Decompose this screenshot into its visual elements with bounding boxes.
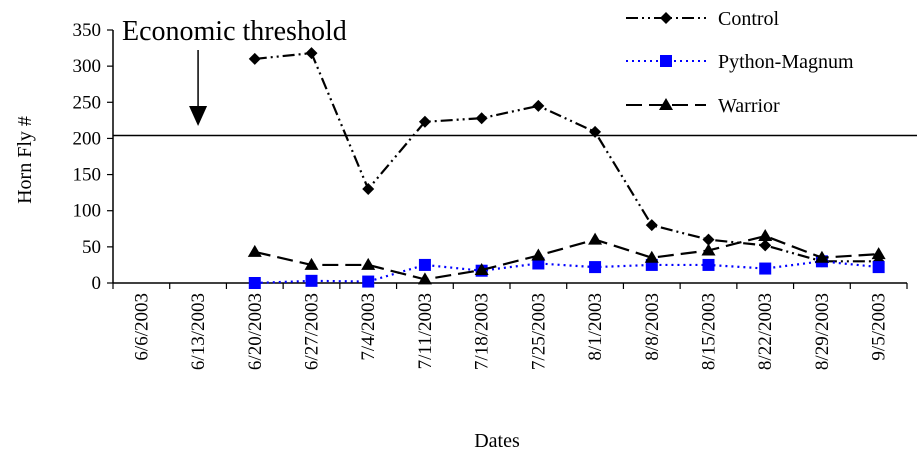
x-tick-label: 8/22/2003 — [755, 293, 776, 370]
x-tick-label: 6/6/2003 — [131, 293, 152, 361]
y-tick-label: 50 — [82, 237, 101, 258]
x-tick-label: 8/29/2003 — [812, 293, 833, 370]
data-point-control — [645, 219, 658, 232]
data-point-warrior — [247, 244, 262, 257]
legend-marker — [660, 55, 672, 67]
data-point-warrior — [758, 229, 773, 242]
y-tick-label: 0 — [92, 273, 102, 294]
data-point-control — [475, 112, 488, 125]
legend-label: Control — [718, 8, 780, 30]
economic-threshold: Economic threshold — [113, 16, 917, 137]
y-tick-label: 200 — [73, 128, 102, 149]
data-point-python-magnum — [589, 261, 602, 274]
x-tick-label: 7/18/2003 — [472, 293, 493, 370]
x-tick-label: 8/1/2003 — [585, 293, 606, 361]
data-point-control — [362, 183, 375, 196]
legend: Control Python-Magnum Warrior — [626, 8, 854, 117]
x-tick-label: 9/5/2003 — [869, 293, 890, 361]
data-point-control — [589, 125, 602, 138]
y-tick-label: 150 — [73, 165, 102, 186]
series-line-control — [254, 51, 879, 263]
data-point-warrior — [644, 250, 659, 263]
y-tick-label: 250 — [73, 92, 102, 113]
data-point-python-magnum — [248, 277, 261, 289]
x-tick-label: 7/11/2003 — [415, 293, 436, 369]
data-point-warrior — [588, 232, 603, 245]
series-line-warrior — [254, 234, 879, 281]
data-point-control — [305, 47, 318, 60]
data-point-warrior — [361, 257, 376, 270]
data-point-control — [418, 115, 431, 128]
legend-item-control: Control — [626, 8, 780, 30]
threshold-label: Economic threshold — [122, 16, 347, 47]
series-control — [248, 47, 885, 268]
data-point-control — [248, 52, 261, 65]
threshold-arrow-head — [189, 106, 208, 126]
series-line-python-magnum — [254, 260, 879, 285]
data-point-python-magnum — [759, 262, 772, 275]
legend-label: Warrior — [718, 95, 780, 117]
legend-item-warrior: Warrior — [626, 95, 780, 117]
axes: 0 50 100 150 200 250 300 350 6/6/2003 6/13/2003 6/… — [73, 20, 908, 370]
data-point-warrior — [531, 248, 546, 261]
data-point-control — [532, 99, 545, 112]
y-tick-label: 350 — [73, 20, 102, 41]
legend-marker — [660, 12, 672, 24]
y-axis-title: Horn Fly # — [14, 116, 36, 204]
x-tick-label: 7/4/2003 — [358, 293, 379, 361]
x-tick-label: 6/20/2003 — [245, 293, 266, 370]
data-point-python-magnum — [418, 258, 431, 271]
y-tick-label: 100 — [73, 201, 102, 222]
y-tick-label: 300 — [73, 56, 102, 77]
data-point-python-magnum — [702, 258, 715, 271]
data-point-control — [759, 239, 772, 252]
legend-label: Python-Magnum — [718, 51, 854, 73]
series-group — [247, 47, 886, 289]
data-point-python-magnum — [362, 275, 375, 288]
data-point-warrior — [814, 250, 829, 263]
data-point-warrior — [417, 272, 432, 285]
data-point-warrior — [474, 262, 489, 275]
series-warrior — [247, 229, 886, 285]
x-tick-label: 8/8/2003 — [642, 293, 663, 361]
x-axis-title: Dates — [474, 430, 520, 452]
data-point-warrior — [304, 257, 319, 270]
data-point-python-magnum — [872, 261, 885, 274]
data-point-python-magnum — [305, 274, 318, 287]
legend-marker — [659, 98, 673, 110]
data-point-warrior — [871, 247, 886, 260]
legend-item-python-magnum: Python-Magnum — [626, 51, 854, 73]
x-tick-label: 8/15/2003 — [699, 293, 720, 370]
x-tick-label: 6/27/2003 — [302, 293, 323, 370]
data-point-control — [702, 233, 715, 246]
data-point-warrior — [701, 243, 716, 256]
x-tick-label: 6/13/2003 — [188, 293, 209, 370]
x-tick-label: 7/25/2003 — [528, 293, 549, 370]
